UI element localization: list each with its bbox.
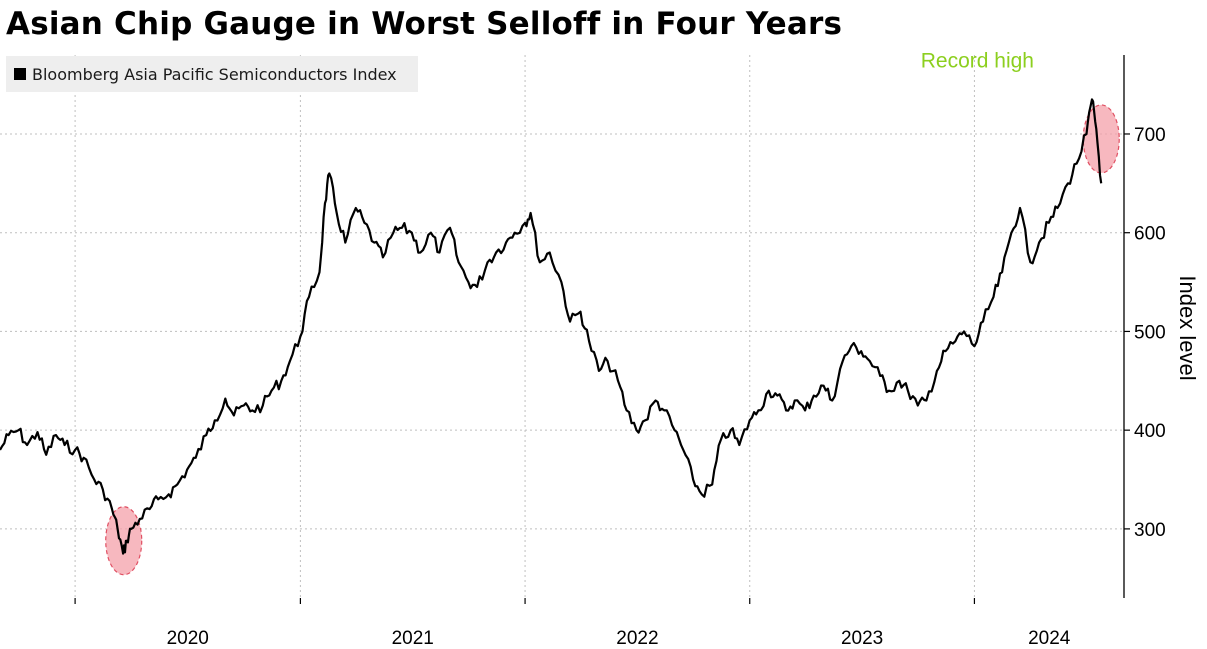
x-tick-label: 2022 (616, 628, 658, 649)
y-tick-label: 400 (1134, 421, 1166, 442)
legend-swatch (14, 68, 26, 80)
x-tick-label: 2021 (392, 628, 434, 649)
y-axis-label: Index level (1175, 275, 1200, 380)
annotations: Record high (921, 49, 1034, 72)
x-tick-label: 2024 (1028, 628, 1071, 649)
highlight-marker-0 (105, 506, 143, 576)
highlight-markers (105, 104, 1120, 576)
x-tick-label: 2023 (841, 628, 883, 649)
y-tick-label: 300 (1134, 520, 1166, 541)
y-tick-label: 600 (1134, 224, 1166, 245)
annotation-record-high: Record high (921, 49, 1034, 72)
y-tick-label: 700 (1134, 125, 1166, 146)
highlight-marker-1 (1082, 104, 1120, 174)
legend: Bloomberg Asia Pacific Semiconductors In… (6, 56, 418, 92)
y-tick-label: 500 (1134, 322, 1166, 343)
chart-title: Asian Chip Gauge in Worst Selloff in Fou… (6, 6, 843, 42)
grid (0, 55, 1124, 598)
legend-entry: Bloomberg Asia Pacific Semiconductors In… (32, 65, 397, 84)
series-line (0, 98, 1103, 555)
legend-box (6, 56, 418, 92)
x-tick-label: 2020 (167, 628, 209, 649)
axes: 300 400 500 600 700 2020 2021 2022 2023 2024 (74, 55, 1166, 649)
